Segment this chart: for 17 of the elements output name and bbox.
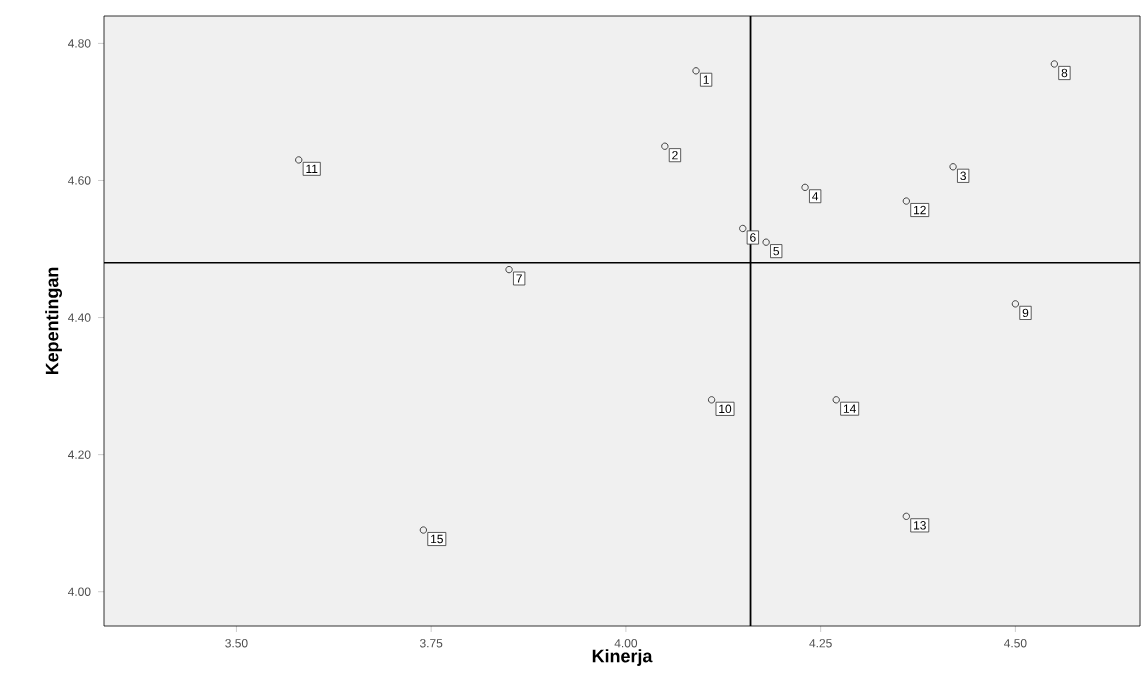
point	[739, 224, 747, 233]
point	[505, 265, 513, 274]
point	[801, 183, 809, 192]
x-axis-title: Kinerja	[592, 649, 653, 666]
point	[1050, 60, 1059, 68]
point	[295, 156, 303, 164]
point	[692, 67, 700, 75]
point	[1011, 300, 1020, 308]
point	[949, 163, 957, 171]
point	[661, 142, 669, 150]
point	[832, 396, 840, 404]
point	[762, 238, 770, 246]
y-axis-title: Kepentingan	[45, 267, 63, 375]
point	[707, 396, 716, 404]
point	[419, 526, 428, 534]
point	[902, 512, 911, 521]
point	[902, 197, 911, 205]
